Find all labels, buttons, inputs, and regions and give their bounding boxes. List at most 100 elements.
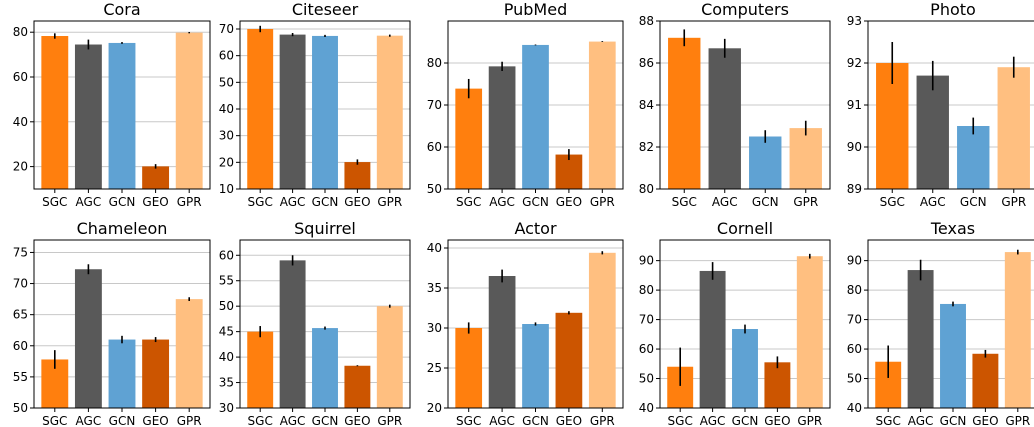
y-tick-label: 40 [847, 401, 862, 415]
y-tick-label: 75 [13, 245, 28, 259]
x-tick-label: AGC [908, 414, 934, 427]
x-tick-label: GCN [522, 414, 549, 427]
y-tick-label: 60 [13, 70, 28, 84]
y-tick-label: 50 [427, 182, 442, 196]
panel-squirrel: Squirrel 30 35 40 45 50 55 60 SGC AGC GCN GEO GPR [219, 219, 411, 427]
bar-gpr [376, 306, 403, 408]
panel-title: Squirrel [294, 219, 356, 238]
panel-title: Actor [514, 219, 557, 238]
x-tick-label: AGC [280, 195, 306, 209]
panel-title: Texas [930, 219, 975, 238]
y-tick-label: 65 [13, 308, 28, 322]
x-tick-label: AGC [489, 195, 515, 209]
y-tick-label: 90 [847, 254, 862, 268]
y-tick-label: 40 [13, 115, 28, 129]
bar-agc [74, 269, 102, 408]
bar-sgc [668, 37, 701, 189]
axes-frame [447, 20, 624, 190]
axes-frame [239, 239, 411, 409]
bar-geo [142, 166, 170, 189]
bar-geo [344, 162, 371, 189]
y-tick-label: 30 [219, 401, 234, 415]
y-tick-label: 35 [219, 376, 234, 390]
bar-sgc [247, 331, 274, 408]
x-tick-label: GEO [142, 414, 168, 427]
y-tick-label: 70 [13, 277, 28, 291]
bar-gcn [749, 136, 782, 189]
bar-gpr [376, 35, 403, 189]
y-tick-label: 60 [427, 140, 442, 154]
x-tick-label: GEO [344, 195, 370, 209]
axes-frame [447, 239, 624, 409]
y-tick-label: 50 [847, 372, 862, 386]
y-tick-label: 60 [219, 248, 234, 262]
bar-gpr [1004, 252, 1031, 408]
y-tick-label: 55 [13, 370, 28, 384]
bar-agc [699, 270, 726, 408]
panel-texas: Texas 40 50 60 70 80 90 SGC AGC GCN GEO GPR [847, 219, 1034, 427]
bar-geo [972, 353, 999, 408]
axes-frame [33, 239, 211, 409]
y-tick-label: 90 [847, 140, 862, 154]
y-tick-label: 40 [639, 401, 654, 415]
bar-gpr [796, 256, 823, 408]
y-tick-label: 80 [639, 283, 654, 297]
x-tick-label: GCN [109, 414, 136, 427]
x-tick-label: GEO [556, 195, 582, 209]
x-tick-label: GEO [764, 414, 790, 427]
bar-gcn [522, 324, 549, 408]
bar-geo [344, 365, 371, 408]
y-tick-label: 70 [639, 313, 654, 327]
y-tick-label: 30 [427, 321, 442, 335]
y-tick-label: 30 [219, 129, 234, 143]
x-tick-label: GCN [940, 414, 967, 427]
y-tick-label: 20 [219, 155, 234, 169]
panel-title: PubMed [504, 0, 567, 19]
y-tick-label: 92 [847, 56, 862, 70]
bar-gcn [940, 303, 966, 408]
x-tick-label: SGC [456, 195, 481, 209]
y-tick-label: 50 [219, 75, 234, 89]
x-tick-label: GPR [1001, 195, 1026, 209]
panel-cornell: Cornell 40 50 60 70 80 90 SGC AGC GCN GEO GPR [639, 219, 831, 427]
panel-pubmed: PubMed 50 60 70 80 SGC AGC GCN GEO GPR [427, 0, 624, 209]
x-tick-label: AGC [76, 195, 102, 209]
y-tick-label: 40 [219, 102, 234, 116]
bar-sgc [247, 29, 274, 189]
axes-frame [33, 20, 211, 190]
bar-agc [708, 48, 741, 189]
y-tick-label: 40 [427, 241, 442, 255]
bar-geo [142, 339, 170, 408]
bar-agc [279, 34, 306, 189]
x-tick-label: GCN [312, 195, 339, 209]
x-tick-label: GEO [142, 195, 168, 209]
x-tick-label: GEO [556, 414, 582, 427]
x-tick-label: GCN [752, 195, 779, 209]
x-tick-label: GPR [377, 195, 402, 209]
bar-sgc [41, 36, 69, 190]
y-tick-label: 40 [219, 350, 234, 364]
y-tick-label: 80 [427, 56, 442, 70]
panel-title: Cora [103, 0, 140, 19]
x-tick-label: GPR [1005, 414, 1030, 427]
y-tick-label: 25 [427, 361, 442, 375]
x-tick-label: SGC [880, 195, 905, 209]
x-tick-label: GCN [312, 414, 339, 427]
y-tick-label: 45 [219, 325, 234, 339]
x-tick-label: SGC [42, 195, 67, 209]
axes-frame [659, 20, 831, 190]
y-tick-label: 88 [639, 14, 654, 28]
panel-title: Computers [701, 0, 789, 19]
x-tick-label: AGC [920, 195, 946, 209]
bar-agc [907, 270, 934, 408]
x-tick-label: SGC [42, 414, 67, 427]
y-tick-label: 60 [13, 339, 28, 353]
y-tick-label: 55 [219, 274, 234, 288]
y-tick-label: 50 [219, 299, 234, 313]
bar-geo [555, 312, 583, 408]
bar-gcn [732, 329, 758, 408]
y-tick-label: 20 [13, 160, 28, 174]
y-tick-label: 35 [427, 281, 442, 295]
y-tick-label: 60 [219, 49, 234, 63]
y-tick-label: 82 [639, 140, 654, 154]
